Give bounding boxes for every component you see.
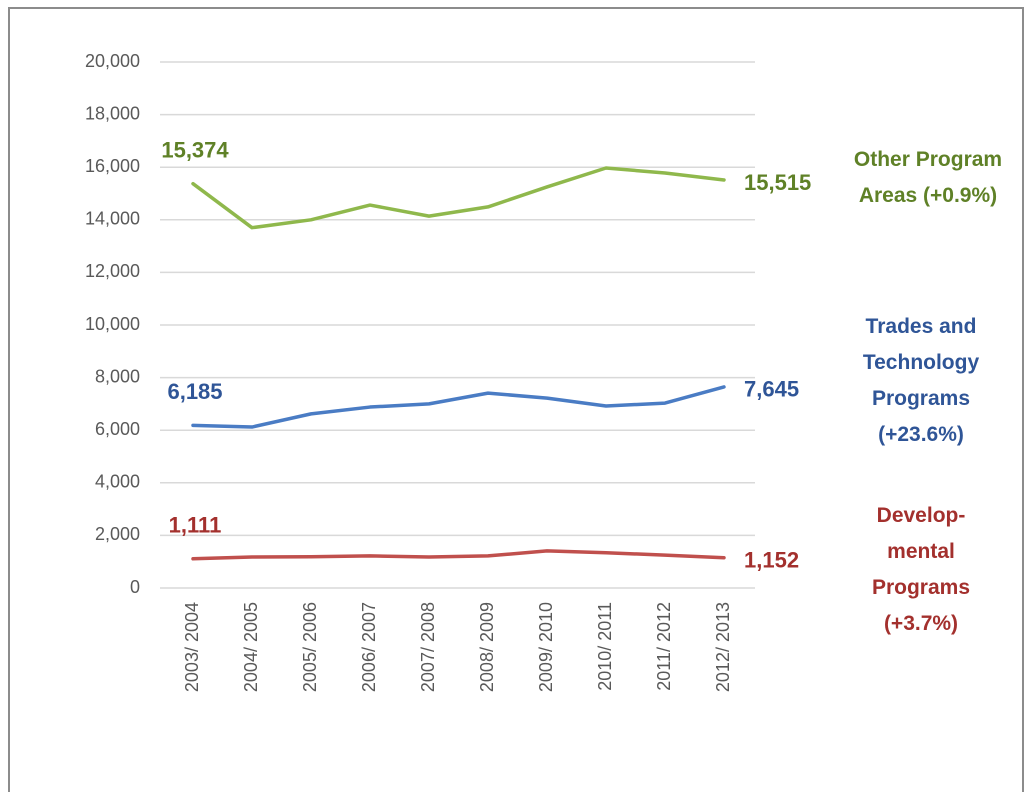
x-tick-label: 2012/ 2013 (713, 602, 733, 692)
y-tick-label: 14,000 (85, 209, 140, 229)
y-tick-label: 4,000 (95, 472, 140, 492)
series-name-line: Programs (872, 576, 970, 599)
y-tick-label: 18,000 (85, 103, 140, 123)
series-name-line: (+23.6%) (878, 423, 964, 446)
x-tick-label: 2011/ 2012 (654, 602, 674, 691)
y-tick-label: 6,000 (95, 419, 140, 439)
series-name-line: Areas (+0.9%) (859, 184, 997, 207)
y-tick-label: 12,000 (85, 261, 140, 281)
data-label: 15,515 (744, 170, 811, 195)
x-tick-label: 2003/ 2004 (182, 602, 202, 692)
y-tick-label: 8,000 (95, 366, 140, 386)
y-tick-label: 16,000 (85, 156, 140, 176)
series-name-line: mental (887, 540, 955, 563)
frame (8, 7, 1024, 792)
x-tick-label: 2007/ 2008 (418, 602, 438, 692)
series-name-line: Develop- (877, 504, 966, 527)
data-label: 15,374 (161, 137, 229, 162)
series-name-line: Programs (872, 387, 970, 410)
x-tick-label: 2004/ 2005 (241, 602, 261, 692)
x-tick-label: 2008/ 2009 (477, 602, 497, 692)
data-label: 1,152 (744, 548, 799, 573)
data-label: 6,185 (167, 379, 222, 404)
series-line (191, 385, 726, 429)
data-label: 7,645 (744, 377, 799, 402)
x-tick-label: 2010/ 2011 (595, 602, 615, 691)
series-name: Develop-mental Programs (+3.7%) (872, 504, 970, 635)
x-tick-label: 2006/ 2007 (359, 602, 379, 692)
series-name-line: Trades and (866, 315, 977, 338)
data-label: 1,111 (169, 513, 222, 538)
series-line (191, 549, 726, 561)
series-name: Trades and Technology Programs (+23.6%) (863, 315, 980, 446)
y-tick-label: 10,000 (85, 314, 140, 334)
series-line (191, 166, 726, 230)
x-tick-label: 2009/ 2010 (536, 602, 556, 692)
series-name-line: Other Program (854, 148, 1002, 171)
y-tick-label: 0 (130, 577, 140, 597)
y-tick-label: 2,000 (95, 524, 140, 544)
series-name-line: (+3.7%) (884, 612, 958, 635)
series-name-line: Technology (863, 351, 980, 374)
series-name: Other Program Areas (+0.9%) (854, 148, 1002, 207)
x-tick-label: 2005/ 2006 (300, 602, 320, 692)
y-tick-label: 20,000 (85, 51, 140, 71)
